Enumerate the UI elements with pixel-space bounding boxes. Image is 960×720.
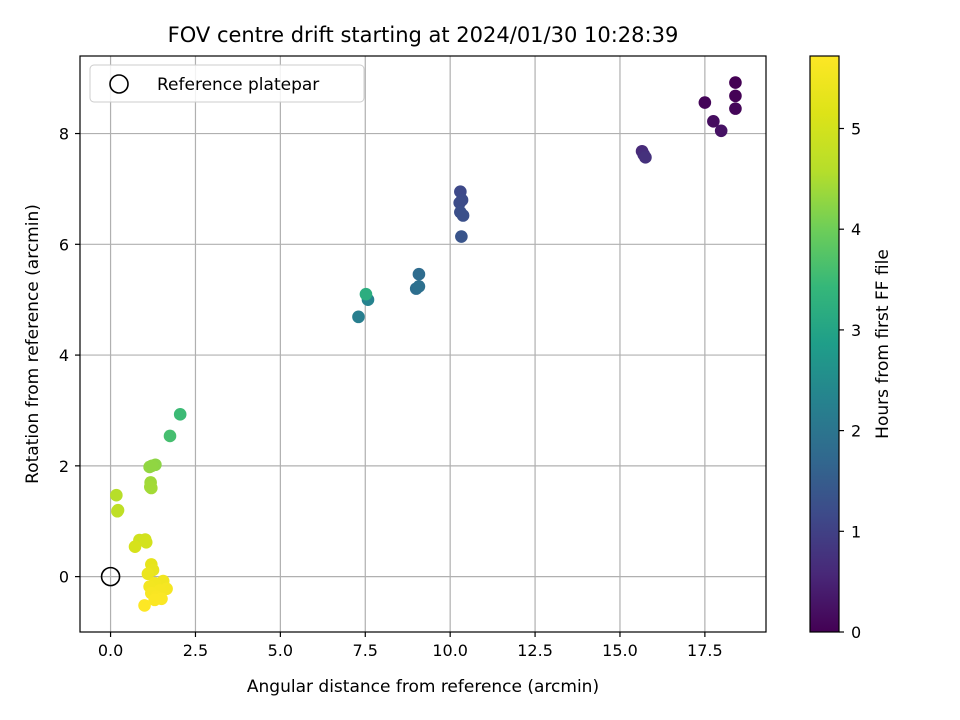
scatter-point	[412, 267, 426, 281]
colorbar-tick-label: 4	[851, 220, 861, 239]
legend: Reference platepar	[89, 64, 365, 103]
scatter-point	[729, 89, 742, 103]
colorbar-ticks: 0 1 2 3 4 5	[839, 120, 861, 642]
scatter-point	[412, 280, 426, 293]
scatter-point	[110, 488, 123, 502]
scatter-point	[148, 593, 162, 607]
scatter-point	[138, 599, 151, 612]
x-tick-label: 0.0	[98, 641, 123, 660]
x-tick-label: 5.0	[268, 641, 293, 660]
x-axis-ticks: 0.0 2.5 5.0 7.5 10.0 12.5 15.0 17.5	[98, 632, 723, 660]
scatter-point	[139, 535, 153, 549]
x-tick-label: 15.0	[602, 641, 638, 660]
colorbar-tick-label: 2	[851, 422, 861, 441]
scatter-point	[111, 504, 124, 518]
colorbar	[809, 55, 840, 633]
x-tick-label: 2.5	[183, 641, 208, 660]
scatter-point	[729, 102, 742, 115]
scatter-point	[453, 196, 466, 210]
scatter-point	[163, 429, 177, 443]
y-axis-ticks: 0 2 4 6 8	[59, 125, 80, 587]
x-tick-label: 10.0	[432, 641, 468, 660]
reference-platepar-marker	[100, 566, 121, 587]
scatter-point	[143, 480, 157, 494]
y-tick-label: 2	[59, 457, 69, 476]
y-tick-label: 8	[59, 125, 69, 144]
scatter-point	[173, 408, 187, 421]
scatter-point	[698, 96, 712, 109]
x-tick-label: 12.5	[517, 641, 553, 660]
colorbar-tick-label: 1	[851, 522, 861, 541]
colorbar-tick-label: 0	[851, 623, 861, 642]
colorbar-tick-label: 5	[851, 120, 861, 139]
scatter-point	[359, 287, 373, 301]
grid	[80, 56, 766, 632]
scatter-point	[456, 209, 470, 222]
scatter-point	[145, 459, 159, 473]
x-axis-label: Angular distance from reference (arcmin)	[247, 677, 599, 697]
legend-open-circle-icon	[109, 74, 129, 94]
plot-frame	[79, 55, 767, 633]
colorbar-label: Hours from first FF file	[873, 249, 893, 439]
y-axis-label: Rotation from reference (arcmin)	[23, 204, 43, 484]
scatter-point	[639, 151, 652, 164]
scatter-point	[352, 310, 365, 324]
scatter-point	[714, 124, 728, 138]
scatter-point	[455, 230, 468, 243]
legend-box	[89, 64, 365, 103]
y-tick-label: 6	[59, 235, 69, 254]
y-tick-label: 4	[59, 346, 69, 365]
scatter-point	[141, 567, 155, 581]
scatter-points	[110, 76, 742, 612]
scatter-point	[729, 76, 742, 89]
legend-label: Reference platepar	[157, 75, 319, 95]
x-tick-label: 17.5	[687, 641, 723, 660]
x-tick-label: 7.5	[353, 641, 378, 660]
scatter-point	[707, 115, 720, 128]
scatter-point	[128, 540, 142, 554]
y-tick-label: 0	[59, 568, 69, 587]
colorbar-tick-label: 3	[851, 321, 861, 340]
chart-title: FOV centre drift starting at 2024/01/30 …	[168, 23, 679, 47]
